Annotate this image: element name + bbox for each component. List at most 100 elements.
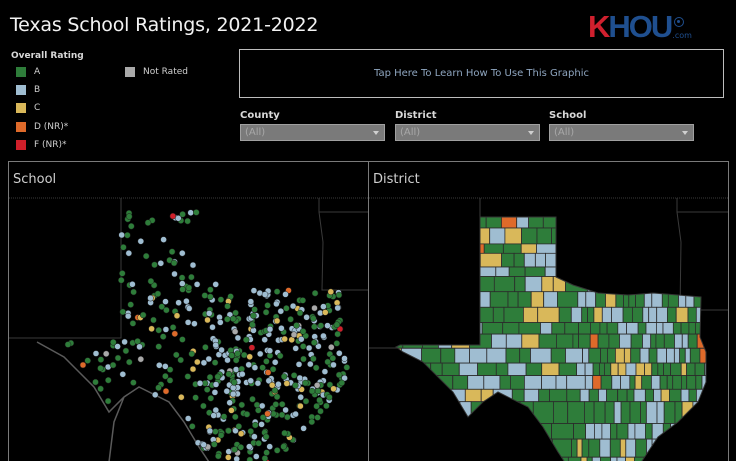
district-region[interactable] — [555, 243, 569, 254]
school-point[interactable] — [144, 219, 152, 226]
school-point[interactable] — [299, 343, 307, 350]
district-region[interactable] — [692, 227, 699, 245]
school-point[interactable] — [177, 356, 184, 364]
school-point[interactable] — [225, 427, 232, 435]
school-point[interactable] — [184, 415, 192, 422]
school-point[interactable] — [314, 387, 322, 395]
district-region[interactable] — [504, 227, 522, 245]
school-point[interactable] — [333, 321, 341, 328]
legend-item-f[interactable]: F (NR)* — [16, 140, 67, 150]
district-region[interactable] — [710, 376, 719, 390]
school-point[interactable] — [205, 355, 213, 363]
school-point[interactable] — [158, 303, 166, 310]
district-region[interactable] — [629, 401, 642, 424]
school-point[interactable] — [184, 373, 192, 380]
district-region[interactable] — [524, 266, 546, 277]
school-point[interactable] — [119, 308, 127, 316]
district-region[interactable] — [479, 252, 503, 268]
district-region[interactable] — [505, 347, 521, 364]
school-point[interactable] — [110, 339, 117, 346]
district-region[interactable] — [409, 291, 432, 308]
district-region[interactable] — [672, 322, 682, 335]
district-region[interactable] — [683, 202, 690, 211]
school-point[interactable] — [334, 330, 341, 338]
district-region[interactable] — [565, 347, 583, 364]
school-point[interactable] — [105, 376, 112, 384]
district-region[interactable] — [678, 291, 687, 308]
district-region[interactable] — [584, 375, 594, 390]
district-map-panel[interactable]: District — [368, 161, 729, 461]
school-map-panel[interactable]: School — [8, 161, 369, 461]
district-region[interactable] — [709, 253, 717, 267]
district-region[interactable] — [710, 211, 721, 228]
district-region[interactable] — [481, 322, 504, 335]
district-region[interactable] — [432, 388, 447, 403]
district-region[interactable] — [708, 402, 714, 424]
district-region[interactable] — [681, 438, 689, 458]
district-region[interactable] — [616, 456, 627, 461]
school-point[interactable] — [124, 231, 131, 239]
district-region[interactable] — [459, 252, 481, 268]
district-region[interactable] — [620, 401, 631, 424]
school-point[interactable] — [343, 364, 351, 371]
school-point[interactable] — [122, 347, 130, 355]
district-region[interactable] — [441, 276, 462, 293]
district-region[interactable] — [620, 375, 631, 390]
school-point[interactable] — [303, 314, 310, 321]
district-region[interactable] — [680, 388, 690, 403]
school-point[interactable] — [211, 389, 219, 396]
district-region[interactable] — [564, 322, 580, 335]
district-region[interactable] — [663, 252, 671, 268]
district-region[interactable] — [558, 362, 578, 377]
district-region[interactable] — [667, 202, 676, 211]
school-point[interactable] — [263, 358, 270, 365]
school-point[interactable] — [327, 288, 335, 296]
school-point[interactable] — [293, 322, 300, 329]
district-region[interactable] — [467, 375, 485, 390]
school-point[interactable] — [204, 316, 211, 324]
school-point[interactable] — [92, 378, 99, 386]
school-point[interactable] — [154, 290, 162, 298]
school-point[interactable] — [289, 302, 297, 310]
district-region[interactable] — [582, 347, 590, 364]
school-point[interactable] — [130, 379, 137, 386]
school-point[interactable] — [206, 427, 214, 435]
school-point[interactable] — [136, 343, 143, 351]
district-region[interactable] — [637, 252, 644, 268]
district-region[interactable] — [578, 333, 591, 349]
district-region[interactable] — [604, 211, 617, 229]
school-point[interactable] — [187, 209, 194, 216]
district-region[interactable] — [389, 243, 400, 254]
school-point[interactable] — [282, 406, 289, 414]
district-region[interactable] — [709, 348, 718, 363]
district-region[interactable] — [692, 266, 703, 277]
district-region[interactable] — [619, 438, 627, 458]
district-region[interactable] — [669, 252, 679, 268]
school-point[interactable] — [300, 355, 307, 363]
district-region[interactable] — [686, 243, 693, 254]
district-region[interactable] — [555, 333, 574, 349]
district-region[interactable] — [509, 375, 525, 390]
district-region[interactable] — [627, 252, 639, 268]
district-region[interactable] — [587, 227, 598, 245]
school-point[interactable] — [322, 309, 329, 316]
district-region[interactable] — [602, 252, 610, 268]
school-point[interactable] — [150, 316, 157, 324]
school-point[interactable] — [211, 441, 218, 448]
district-region[interactable] — [462, 266, 481, 277]
district-region[interactable] — [523, 252, 536, 268]
district-region[interactable] — [616, 423, 629, 440]
district-region[interactable] — [409, 243, 427, 254]
district-region[interactable] — [416, 362, 432, 377]
district-region[interactable] — [639, 347, 650, 364]
district-region[interactable] — [626, 388, 635, 403]
district-region[interactable] — [389, 211, 407, 229]
district-region[interactable] — [407, 322, 424, 335]
district-region[interactable] — [519, 401, 534, 424]
school-point[interactable] — [310, 315, 317, 322]
school-point[interactable] — [211, 359, 219, 366]
school-point[interactable] — [290, 372, 298, 379]
district-region[interactable] — [558, 306, 572, 324]
district-region[interactable] — [389, 266, 409, 277]
district-region[interactable] — [713, 244, 724, 254]
